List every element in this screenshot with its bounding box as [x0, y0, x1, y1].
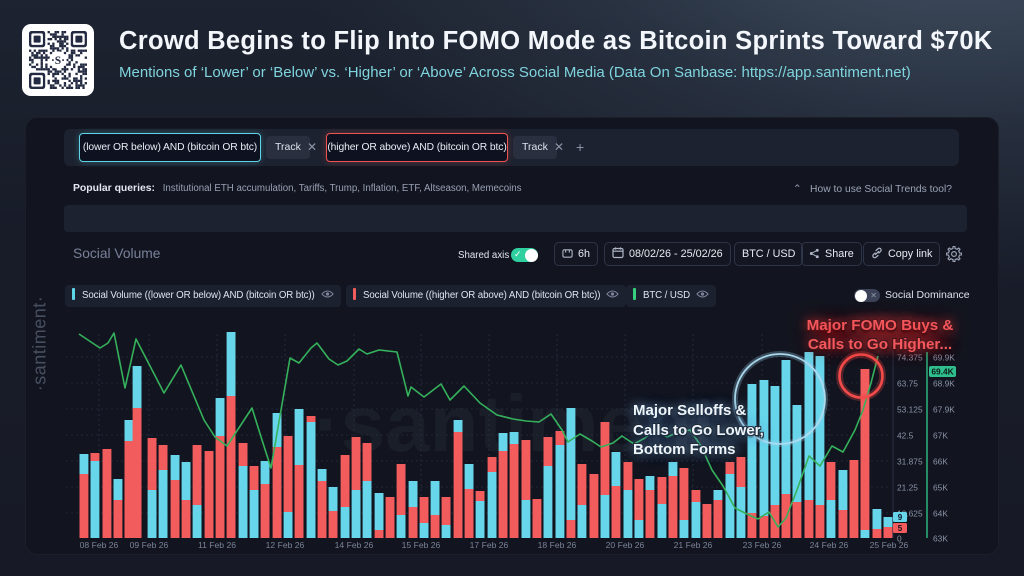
svg-text:5: 5 — [898, 524, 903, 533]
svg-text:20 Feb 26: 20 Feb 26 — [606, 540, 645, 550]
svg-text:0: 0 — [897, 534, 902, 544]
svg-text:65K: 65K — [933, 483, 948, 493]
svg-text:53.125: 53.125 — [897, 405, 923, 415]
svg-text:9: 9 — [898, 513, 903, 522]
svg-text:69.9K: 69.9K — [933, 353, 955, 363]
svg-text:15 Feb 26: 15 Feb 26 — [402, 540, 441, 550]
svg-text:·S·: ·S· — [51, 55, 65, 67]
svg-text:14 Feb 26: 14 Feb 26 — [335, 540, 374, 550]
svg-text:24 Feb 26: 24 Feb 26 — [810, 540, 849, 550]
svg-text:67.9K: 67.9K — [933, 405, 955, 415]
svg-text:10.625: 10.625 — [897, 509, 923, 519]
svg-text:63.75: 63.75 — [897, 379, 918, 389]
svg-text:23 Feb 26: 23 Feb 26 — [743, 540, 782, 550]
svg-text:12 Feb 26: 12 Feb 26 — [266, 540, 305, 550]
svg-text:17 Feb 26: 17 Feb 26 — [470, 540, 509, 550]
svg-text:66K: 66K — [933, 457, 948, 467]
svg-text:31.875: 31.875 — [897, 457, 923, 467]
svg-text:11 Feb 26: 11 Feb 26 — [198, 540, 236, 550]
svg-text:67K: 67K — [933, 431, 948, 441]
svg-text:68.9K: 68.9K — [933, 379, 955, 389]
svg-text:42.5: 42.5 — [897, 431, 914, 441]
svg-text:63K: 63K — [933, 534, 948, 544]
svg-text:21.25: 21.25 — [897, 483, 918, 493]
svg-text:21 Feb 26: 21 Feb 26 — [674, 540, 713, 550]
svg-text:09 Feb 26: 09 Feb 26 — [130, 540, 169, 550]
svg-text:08 Feb 26: 08 Feb 26 — [80, 540, 119, 550]
svg-text:18 Feb 26: 18 Feb 26 — [538, 540, 577, 550]
svg-text:69.4K: 69.4K — [931, 367, 953, 377]
svg-text:25 Feb 26: 25 Feb 26 — [870, 540, 909, 550]
svg-text:64K: 64K — [933, 509, 948, 519]
svg-text:74.375: 74.375 — [897, 353, 923, 363]
